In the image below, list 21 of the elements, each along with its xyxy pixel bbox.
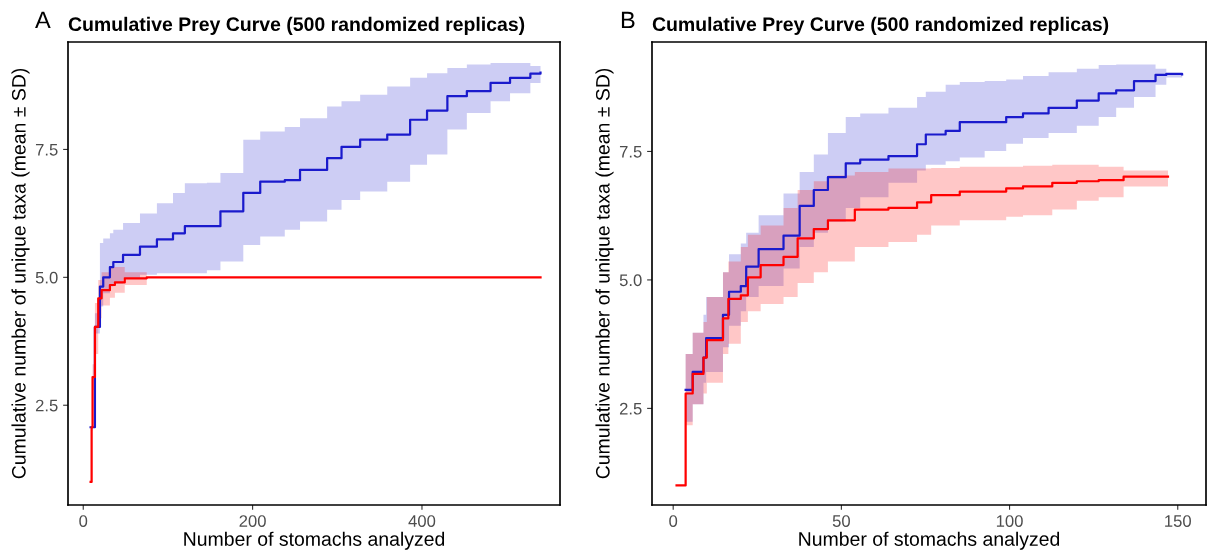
x-axis-title: Number of stomachs analyzed: [799, 531, 1060, 550]
text: B: [621, 11, 635, 29]
x-tick-label: 0: [79, 515, 88, 527]
y-tick-label: 2.5: [35, 399, 58, 412]
x-axis-title: Number of stomachs analyzed: [184, 531, 445, 550]
y-tick-label: 5.0: [619, 274, 642, 287]
y-tick-label: 7.5: [35, 144, 58, 156]
chart-title: Cumulative Prey Curve (500 randomized replicas): [652, 16, 1109, 35]
x-tick-label: 150: [1165, 515, 1191, 527]
y-axis-title: Cumulative number of unique taxa (mean ± SD): [595, 68, 614, 479]
y-axis-title: Cumulative number of unique taxa (mean ± SD): [11, 68, 30, 479]
y-tick-label: 5.0: [35, 271, 58, 284]
chart-title: Cumulative Prey Curve (500 randomized replicas): [68, 16, 525, 35]
x-tick-label: 0: [669, 515, 678, 527]
x-tick-label: 200: [239, 515, 266, 527]
x-tick-label: 100: [996, 515, 1023, 527]
y-tick-label: 7.5: [619, 146, 642, 158]
x-tick-label: 400: [408, 515, 436, 527]
text: A: [35, 11, 51, 29]
x-tick-label: 50: [832, 515, 850, 527]
y-tick-label: 2.5: [619, 402, 642, 415]
